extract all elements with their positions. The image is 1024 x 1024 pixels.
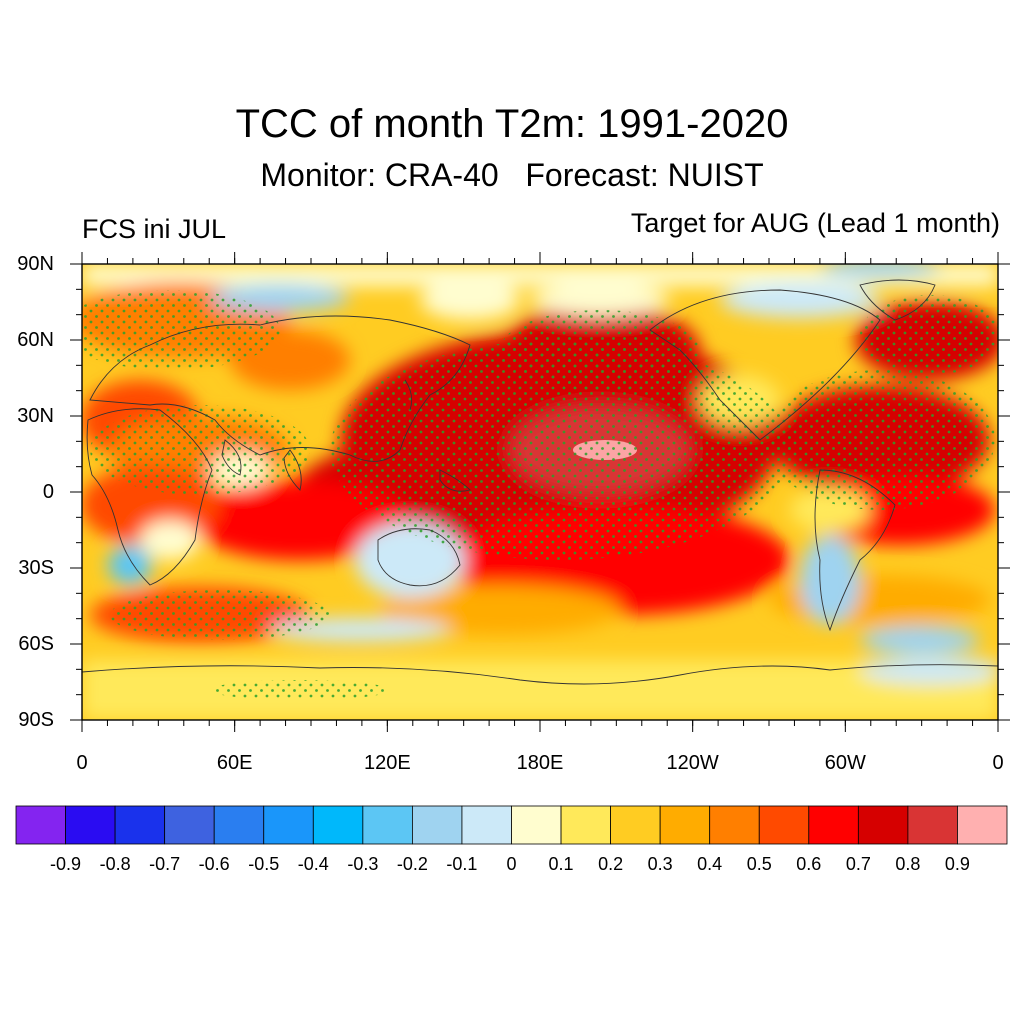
- colorbar-swatch: [610, 805, 661, 845]
- colorbar-swatch: [65, 805, 116, 845]
- colorbar-label: 0.4: [697, 854, 723, 874]
- colorbar-swatch: [957, 805, 1008, 845]
- colorbar-label: -0.6: [198, 854, 230, 874]
- colorbar-swatch: [758, 805, 810, 845]
- lon-tick-label: 60W: [824, 752, 866, 774]
- colorbar-label: -0.9: [50, 854, 82, 874]
- lat-tick-label: 60S: [18, 633, 54, 655]
- colorbar-swatch: [709, 805, 760, 845]
- colorbar-swatch: [312, 805, 364, 845]
- colorbar-swatch: [213, 805, 265, 845]
- lon-tick-label: 120W: [666, 752, 719, 774]
- lat-tick-label: 90S: [18, 709, 54, 731]
- map-field: [82, 264, 998, 720]
- colorbar-swatch: [560, 805, 611, 845]
- colorbar-swatch: [461, 805, 512, 845]
- colorbar-label: -0.1: [446, 854, 478, 874]
- colorbar-label: 0.7: [845, 854, 871, 874]
- colorbar-swatch: [907, 805, 958, 845]
- colorbar-label: 0.9: [944, 854, 970, 874]
- coastlines: [82, 279, 998, 685]
- axis-ticks: [70, 252, 1010, 732]
- colorbar-swatch: [15, 805, 66, 845]
- colorbar-swatch: [659, 805, 711, 845]
- colorbar-swatch: [263, 805, 314, 845]
- lon-tick-label: 120E: [363, 752, 411, 774]
- colorbar-label: -0.3: [347, 854, 379, 874]
- lon-tick-label: 0: [76, 752, 88, 774]
- target-label: Target for AUG (Lead 1 month): [630, 208, 1000, 238]
- colorbar-swatch: [164, 805, 215, 845]
- init-label: FCS ini JUL: [82, 214, 227, 244]
- colorbar-label: -0.2: [396, 854, 428, 874]
- colorbar: [15, 805, 1008, 845]
- lat-tick-label: 90N: [17, 253, 54, 275]
- colorbar-label: 0: [506, 854, 517, 874]
- colorbar-label: 0.8: [895, 854, 921, 874]
- colorbar-label: 0.5: [746, 854, 772, 874]
- colorbar-label: 0.3: [647, 854, 673, 874]
- lat-tick-label: 0: [42, 481, 54, 503]
- significance-stippling: [82, 290, 998, 700]
- lon-tick-label: 60E: [216, 752, 253, 774]
- colorbar-swatch: [411, 805, 463, 845]
- lon-tick-label: 0: [992, 752, 1004, 774]
- colorbar-label: -0.4: [297, 854, 329, 874]
- lat-tick-label: 30N: [17, 405, 54, 427]
- colorbar-label: 0.2: [598, 854, 624, 874]
- colorbar-label: 0.1: [548, 854, 574, 874]
- colorbar-swatch: [857, 805, 909, 845]
- lon-tick-label: 180E: [516, 752, 564, 774]
- page-title: TCC of month T2m: 1991-2020: [235, 102, 789, 146]
- colorbar-label: -0.8: [99, 854, 131, 874]
- colorbar-label: -0.5: [248, 854, 280, 874]
- colorbar-swatch: [511, 805, 562, 845]
- colorbar-swatch: [114, 805, 166, 845]
- colorbar-label: -0.7: [149, 854, 181, 874]
- lat-tick-label: 30S: [18, 557, 54, 579]
- lat-tick-label: 60N: [17, 329, 54, 351]
- colorbar-swatch: [808, 805, 859, 845]
- colorbar-label: 0.6: [796, 854, 822, 874]
- page-subtitle: Monitor: CRA-40 Forecast: NUIST: [260, 157, 764, 193]
- colorbar-swatch: [362, 805, 413, 845]
